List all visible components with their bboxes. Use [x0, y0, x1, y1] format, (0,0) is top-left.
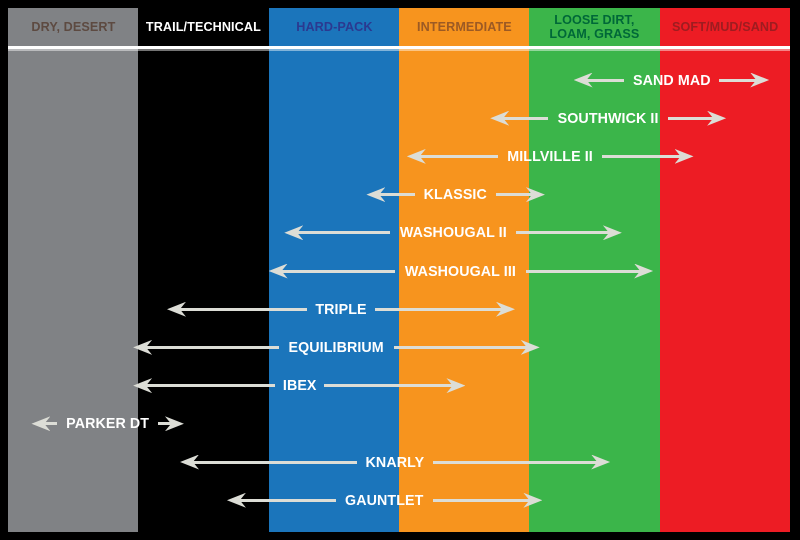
- right-arrow-icon: [668, 107, 727, 129]
- right-arrow-icon: [393, 336, 540, 358]
- tire-range-row-gauntlet: GAUNTLET: [226, 489, 543, 511]
- tire-name-label: WASHOUGAL III: [405, 262, 517, 280]
- left-arrow-icon: [31, 413, 58, 435]
- tire-range-row-triple: TRIPLE: [167, 298, 515, 320]
- terrain-column-header: INTERMEDIATE: [416, 18, 512, 34]
- terrain-column-header: TRAIL/TECHNICAL: [146, 18, 262, 34]
- left-arrow-icon: [268, 260, 396, 282]
- tire-name-label: KNARLY: [365, 453, 425, 471]
- left-arrow-icon: [366, 184, 416, 206]
- tire-name-label: GAUNTLET: [345, 491, 424, 509]
- terrain-column-dry-desert: DRY, DESERT: [8, 8, 139, 532]
- tire-range-row-sand-mad: SAND MAD: [573, 69, 770, 91]
- right-arrow-icon: [432, 489, 543, 511]
- terrain-column-soft-mud-sand: SOFT/MUD/SAND: [659, 8, 790, 532]
- tire-range-row-knarly: KNARLY: [180, 451, 611, 473]
- right-arrow-icon: [516, 222, 622, 244]
- tire-name-label: PARKER DT: [66, 415, 150, 433]
- right-arrow-icon: [158, 413, 184, 435]
- left-arrow-icon: [133, 375, 275, 397]
- header-separator: [8, 46, 790, 49]
- tire-range-row-ibex: IBEX: [133, 375, 466, 397]
- right-arrow-icon: [432, 451, 611, 473]
- right-arrow-icon: [719, 69, 770, 91]
- tire-name-label: SAND MAD: [632, 71, 711, 89]
- terrain-column-header: DRY, DESERT: [31, 18, 116, 34]
- tire-name-label: IBEX: [282, 377, 317, 395]
- left-arrow-icon: [226, 489, 337, 511]
- left-arrow-icon: [167, 298, 308, 320]
- left-arrow-icon: [284, 222, 390, 244]
- tire-range-row-equilibrium: EQUILIBRIUM: [133, 336, 540, 358]
- tire-range-row-millville-ii: MILLVILLE II: [406, 145, 694, 167]
- terrain-column-intermediate: INTERMEDIATE: [399, 8, 530, 532]
- right-arrow-icon: [374, 298, 515, 320]
- right-arrow-icon: [495, 184, 545, 206]
- tire-range-row-washougal-ii: WASHOUGAL II: [284, 222, 622, 244]
- terrain-column-header: SOFT/MUD/SAND: [671, 18, 778, 34]
- tire-range-row-washougal-iii: WASHOUGAL III: [268, 260, 654, 282]
- tire-name-label: TRIPLE: [315, 300, 367, 318]
- left-arrow-icon: [133, 336, 280, 358]
- left-arrow-icon: [573, 69, 624, 91]
- tire-range-row-klassic: KLASSIC: [366, 184, 545, 206]
- right-arrow-icon: [324, 375, 466, 397]
- left-arrow-icon: [180, 451, 358, 473]
- tire-name-label: SOUTHWICK II: [557, 109, 659, 127]
- terrain-column-trail-technical: TRAIL/TECHNICAL: [138, 8, 270, 532]
- tire-name-label: EQUILIBRIUM: [288, 338, 385, 356]
- terrain-column-header: LOOSE DIRT, LOAM, GRASS: [549, 11, 640, 41]
- tire-name-label: WASHOUGAL II: [399, 224, 507, 242]
- tire-name-label: KLASSIC: [424, 186, 488, 204]
- tire-range-row-parker-dt: PARKER DT: [31, 413, 184, 435]
- tire-range-row-southwick-ii: SOUTHWICK II: [490, 107, 727, 129]
- right-arrow-icon: [526, 260, 654, 282]
- left-arrow-icon: [490, 107, 549, 129]
- right-arrow-icon: [602, 145, 694, 167]
- left-arrow-icon: [406, 145, 499, 167]
- terrain-chart: DRY, DESERT TRAIL/TECHNICAL HARD-PACK INTER…: [8, 8, 790, 532]
- tire-name-label: MILLVILLE II: [507, 147, 593, 165]
- terrain-column-header: HARD-PACK: [295, 18, 373, 34]
